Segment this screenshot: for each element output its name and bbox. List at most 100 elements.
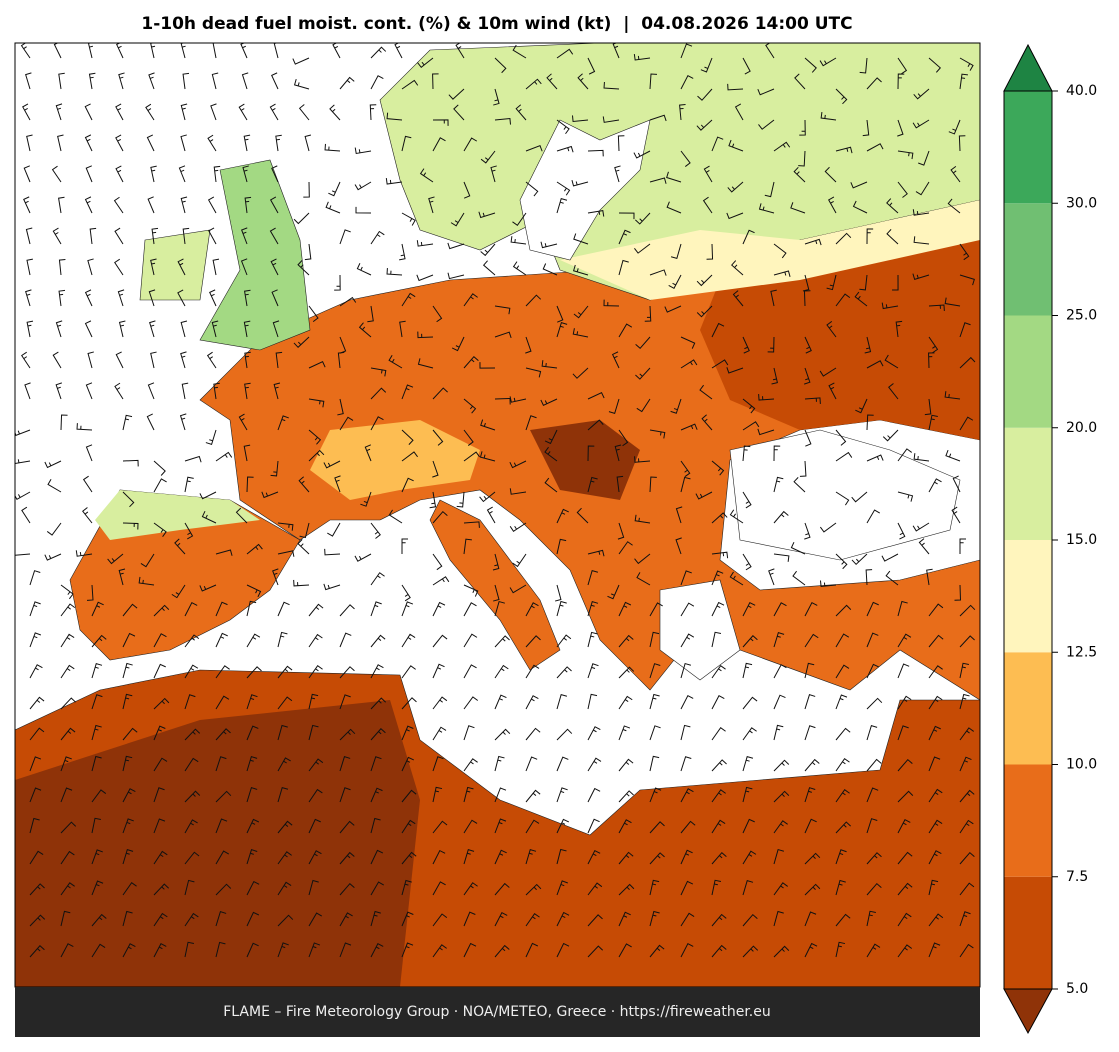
wind-barb xyxy=(60,603,76,617)
wind-barb xyxy=(525,336,532,354)
wind-barb xyxy=(525,294,542,307)
wind-barb xyxy=(84,196,93,214)
wind-barb xyxy=(928,352,935,369)
wind-barb xyxy=(525,635,541,648)
wind-barb xyxy=(958,135,966,152)
wind-barb xyxy=(432,726,447,741)
wind-barb xyxy=(928,879,939,896)
wind-barb xyxy=(243,134,251,152)
wind-barb xyxy=(370,817,381,834)
wind-barb xyxy=(323,460,341,469)
wind-barb xyxy=(835,429,847,446)
wind-barb xyxy=(556,666,572,679)
wind-barb xyxy=(55,320,63,338)
wind-barb xyxy=(201,510,217,524)
wind-barb xyxy=(804,633,819,648)
wind-barb xyxy=(866,787,879,803)
wind-barb xyxy=(23,196,31,214)
wind-barb xyxy=(928,725,941,741)
wind-barb xyxy=(432,849,446,865)
wind-barb xyxy=(711,322,725,338)
wind-barb xyxy=(866,509,881,524)
wind-barb xyxy=(215,790,232,803)
wind-barb xyxy=(60,414,68,431)
wind-barb xyxy=(199,584,217,592)
wind-barb xyxy=(804,367,811,385)
wind-barb xyxy=(794,73,806,90)
wind-barb xyxy=(618,212,635,220)
wind-barb xyxy=(680,602,695,617)
wind-barb xyxy=(959,356,976,369)
wind-barb xyxy=(292,57,310,65)
wind-barb xyxy=(865,569,873,586)
sea-baltic xyxy=(519,119,651,261)
wind-barb xyxy=(644,305,652,322)
wind-barb xyxy=(711,759,727,772)
wind-barb xyxy=(793,166,806,183)
wind-barb xyxy=(510,236,527,245)
wind-barb xyxy=(649,602,663,617)
wind-barb xyxy=(339,296,357,307)
wind-barb xyxy=(89,227,97,245)
wind-barb xyxy=(494,57,507,74)
wind-barb xyxy=(742,421,760,431)
wind-barb xyxy=(241,72,249,90)
wind-barb xyxy=(618,883,635,896)
wind-barb xyxy=(463,451,481,462)
wind-barb xyxy=(587,914,603,927)
wind-barb xyxy=(928,695,943,710)
wind-barb xyxy=(928,819,943,834)
wind-barb xyxy=(959,635,975,648)
wind-barb xyxy=(649,177,667,184)
wind-barb xyxy=(773,790,790,803)
wind-barb xyxy=(334,274,341,291)
wind-barb xyxy=(726,212,744,220)
wind-barb xyxy=(53,43,62,59)
wind-barb xyxy=(118,568,126,586)
wind-barb xyxy=(926,568,933,586)
wind-barb xyxy=(370,387,387,400)
wind-barb xyxy=(773,759,790,772)
wind-barb xyxy=(804,911,817,927)
wind-barb xyxy=(277,786,289,803)
wind-barb xyxy=(277,522,294,531)
wind-barb xyxy=(463,521,480,528)
wind-barb xyxy=(525,727,541,741)
wind-barb xyxy=(897,633,912,648)
wind-barb xyxy=(147,196,155,214)
wind-barb xyxy=(928,756,941,772)
wind-barb xyxy=(235,507,248,524)
wind-barb xyxy=(29,850,44,865)
colorbar-bin xyxy=(1004,764,1052,877)
wind-barb xyxy=(742,398,756,414)
wind-barb xyxy=(959,819,974,834)
wind-barb xyxy=(401,584,411,602)
wind-barb xyxy=(215,632,228,648)
wind-barb xyxy=(148,72,155,90)
wind-barb xyxy=(758,203,775,214)
wind-barb xyxy=(115,351,124,369)
wind-barb xyxy=(804,602,818,617)
wind-barb xyxy=(804,429,812,447)
wind-barb xyxy=(666,201,682,214)
wind-barb xyxy=(680,476,691,493)
wind-barb xyxy=(525,695,539,710)
wind-barb xyxy=(835,849,847,865)
wind-barb xyxy=(742,696,758,710)
wind-barb xyxy=(525,942,539,958)
wind-barb xyxy=(649,725,661,741)
wind-barb xyxy=(618,229,631,245)
wind-barb xyxy=(177,258,186,276)
wind-barb xyxy=(556,911,570,927)
wind-barb xyxy=(308,603,324,617)
wind-barb xyxy=(798,150,806,167)
wind-barb xyxy=(515,104,527,121)
wind-barb xyxy=(945,449,961,462)
wind-barb xyxy=(150,351,157,369)
wind-barb xyxy=(882,429,899,442)
wind-barb xyxy=(25,227,33,245)
wind-barb xyxy=(680,724,691,741)
wind-barb xyxy=(731,260,744,276)
wind-barb xyxy=(649,852,665,865)
wind-barb xyxy=(649,476,657,493)
